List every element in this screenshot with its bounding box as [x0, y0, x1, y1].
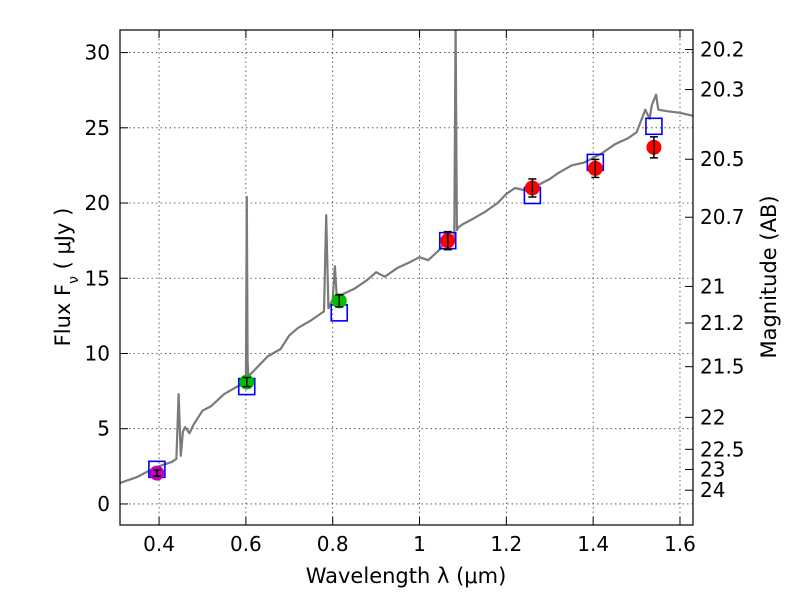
y-tick-label: 0	[97, 492, 110, 516]
x-tick-label: 1.6	[664, 532, 696, 556]
tick-layer: 0.4 0.6 0.8 1 1.2 1.4 1.6 0 5 10 15 20 25 30 20.2 20.3 2…	[85, 30, 745, 556]
right-tick-label: 20.2	[700, 38, 745, 62]
x-tick-label: 1.4	[577, 532, 609, 556]
y-tick-label: 30	[85, 41, 110, 65]
y-tick-label: 25	[85, 116, 110, 140]
y-tick-label: 10	[85, 341, 110, 365]
right-tick-label: 22	[700, 405, 725, 429]
right-tick-label: 21.5	[700, 355, 745, 379]
x-axis-title: Wavelength λ (μm)	[306, 564, 507, 588]
x-tick-label: 1.2	[490, 532, 522, 556]
y-tick-label: 20	[85, 191, 110, 215]
y-axis-title: Flux Fν ( μJy )	[51, 208, 82, 347]
right-tick-label: 20.7	[700, 205, 745, 229]
spectrum-line	[120, 30, 693, 484]
x-tick-label: 0.8	[317, 532, 349, 556]
x-tick-label: 0.6	[230, 532, 262, 556]
right-tick-label: 24	[700, 478, 725, 502]
right-tick-label: 21.2	[700, 311, 745, 335]
synthetic-photometry-square	[645, 117, 663, 136]
x-tick-label: 0.4	[143, 532, 175, 556]
y-axis-title-unit: ( μJy )	[51, 208, 75, 276]
y-axis-title-sub: ν	[66, 276, 82, 284]
y-tick-label: 5	[97, 417, 110, 441]
right-tick-label: 20.3	[700, 78, 745, 102]
plot-frame	[119, 29, 694, 526]
spectrum-layer	[120, 30, 693, 484]
marker-layer	[148, 117, 663, 481]
y-tick-label: 15	[85, 266, 110, 290]
right-axis-title: Magnitude (AB)	[757, 195, 781, 358]
right-tick-label: 22.5	[700, 437, 745, 461]
x-tick-label: 1	[413, 532, 426, 556]
grid-layer	[120, 30, 693, 525]
right-tick-label: 21	[700, 274, 725, 298]
y-axis-title-main: Flux F	[51, 284, 75, 346]
right-tick-label: 20.5	[700, 147, 745, 171]
right-tick-label: 23	[700, 457, 725, 481]
